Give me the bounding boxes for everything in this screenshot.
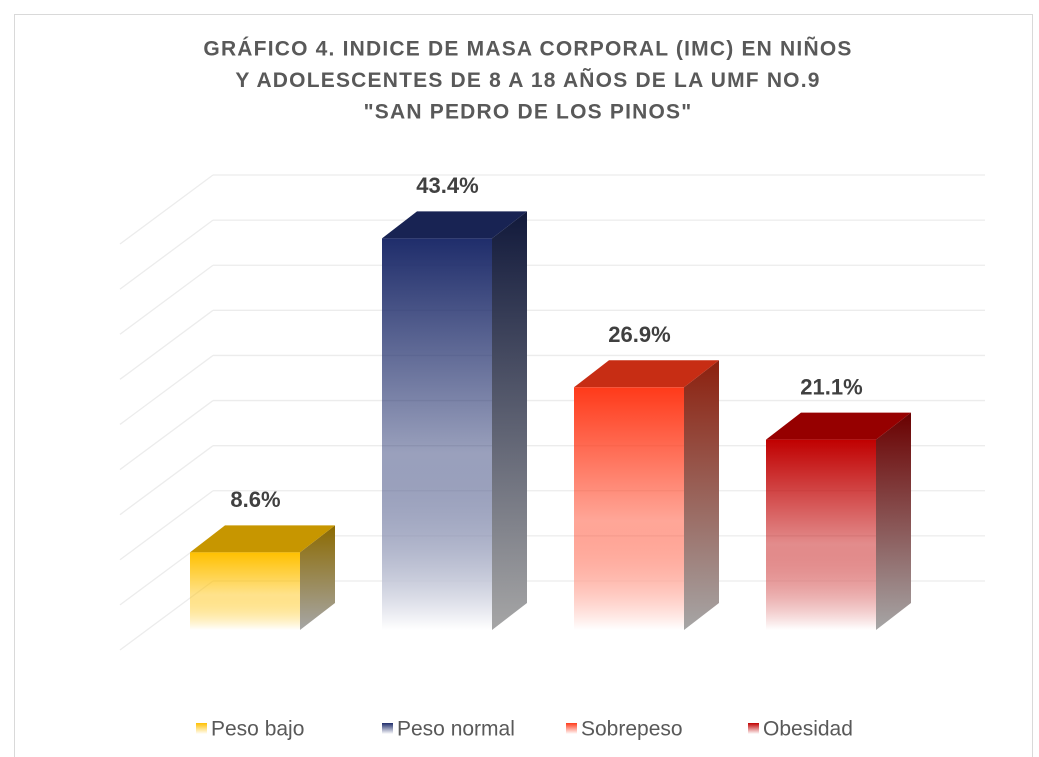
grid-line [119,174,214,245]
legend-label: Peso normal [397,718,515,741]
grid-line [119,309,214,380]
data-label: 43.4% [416,173,478,198]
bar-side [492,211,527,631]
legend-swatch [566,723,577,734]
legend-swatch [382,723,393,734]
bar [766,439,876,630]
bar-side [876,412,911,630]
bar-side [684,360,719,630]
legend-swatch [748,723,759,734]
chart-title: "SAN PEDRO DE LOS PINOS" [364,101,693,124]
bar-top [190,525,335,553]
bar [382,238,492,631]
legend-swatch [196,723,207,734]
grid-line [119,400,214,471]
legend-label: Sobrepeso [581,718,683,741]
grid-line [119,219,214,290]
bar-top [382,211,527,239]
grid-line [119,264,214,335]
data-label: 8.6% [230,487,280,512]
grid-line [119,490,214,561]
chart-title: Y ADOLESCENTES DE 8 A 18 AÑOS DE LA UMF … [235,69,820,92]
legend-label: Obesidad [763,718,853,741]
chart-title: GRÁFICO 4. INDICE DE MASA CORPORAL (IMC)… [203,38,852,61]
grid-line [119,445,214,516]
bar [574,387,684,630]
bar-top [766,412,911,440]
grid-line [119,354,214,425]
legend-label: Peso bajo [211,718,304,741]
data-label: 21.1% [800,374,862,399]
bar [190,552,300,630]
bar-side [300,525,335,630]
data-label: 26.9% [608,322,670,347]
bar-top [574,360,719,388]
